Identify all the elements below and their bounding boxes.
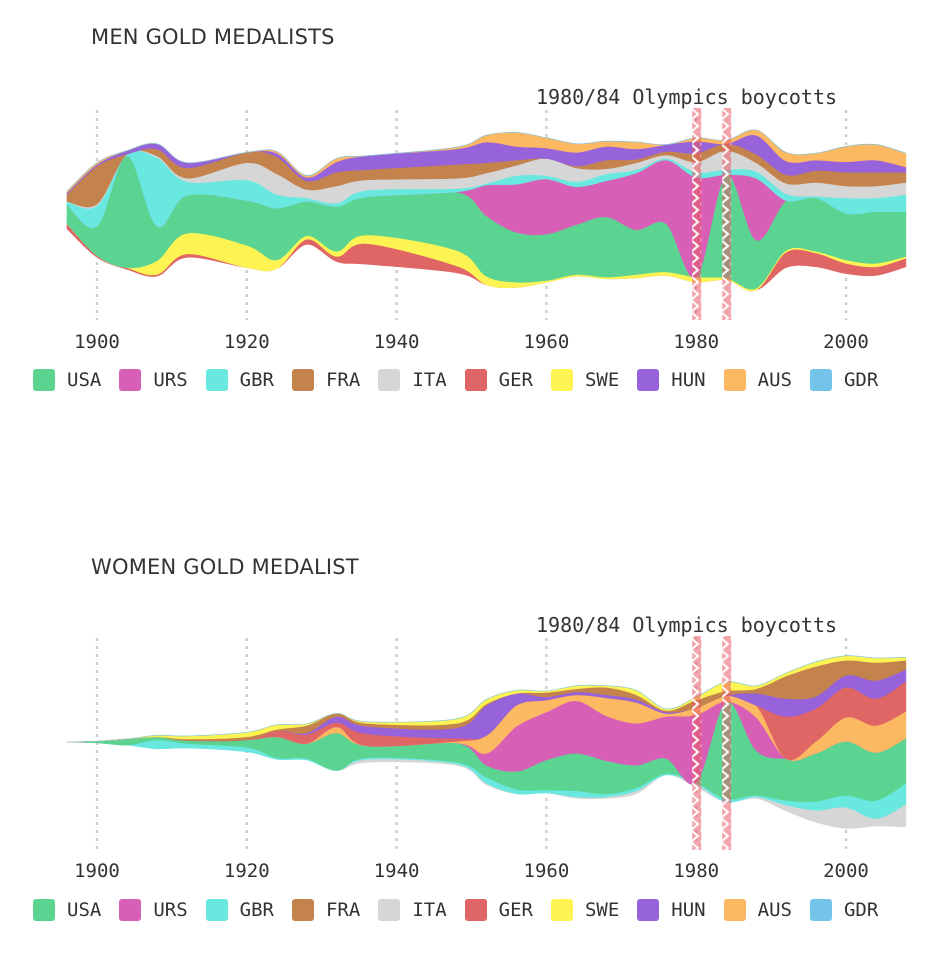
legend-label: USA — [67, 369, 102, 391]
x-tick-label: 1900 — [74, 860, 120, 882]
legend-item-ger[interactable]: GER — [464, 369, 533, 391]
legend-item-swe[interactable]: SWE — [550, 369, 620, 391]
legend-swatch — [119, 899, 142, 921]
boycott-band-1980 — [692, 636, 702, 850]
legend-label: SWE — [584, 899, 620, 921]
stream-layers — [66, 655, 907, 829]
legend-label: FRA — [325, 369, 361, 391]
legend-label: GBR — [239, 899, 274, 921]
legend-label: URS — [153, 899, 188, 921]
legend-item-gbr[interactable]: GBR — [205, 899, 274, 921]
boycott-band-1984 — [722, 636, 732, 850]
legend-label: URS — [153, 369, 188, 391]
legend-swatch — [464, 899, 487, 921]
legend-swatch — [637, 369, 660, 391]
legend-item-swe[interactable]: SWE — [550, 899, 620, 921]
boycott-annotation: 1980/84 Olympics boycotts — [536, 85, 837, 109]
x-tick-label: 1980 — [673, 860, 719, 882]
legend-item-usa[interactable]: USA — [33, 369, 101, 391]
stream-layer-gdr[interactable] — [66, 129, 906, 192]
women-chart-panel: 1980/84 Olympics boycotts 1900 1920 1940 196… — [0, 530, 948, 974]
legend-item-ita[interactable]: ITA — [378, 899, 447, 921]
legend-item-hun[interactable]: HUN — [637, 899, 706, 921]
legend-swatch — [378, 899, 401, 921]
x-tick-label: 1980 — [673, 331, 719, 353]
x-tick-label: 2000 — [823, 860, 869, 882]
x-tick-label: 1940 — [374, 860, 420, 882]
legend-label: GBR — [239, 369, 274, 391]
legend-item-urs[interactable]: URS — [119, 369, 188, 391]
legend-swatch — [205, 899, 228, 921]
legend-item-urs[interactable]: URS — [119, 899, 188, 921]
stream-layers — [66, 129, 907, 292]
legend-label: ITA — [412, 899, 447, 921]
legend-swatch — [464, 369, 487, 391]
men-chart-title: MEN GOLD MEDALISTS — [91, 25, 335, 49]
legend-item-ita[interactable]: ITA — [378, 369, 447, 391]
legend-swatch — [119, 369, 142, 391]
legend-swatch — [291, 369, 314, 391]
legend-swatch — [33, 369, 55, 391]
men-legend: USA URS GBR FRA ITA GER SWE HUN AUS GDR — [33, 369, 896, 391]
legend-label: SWE — [584, 369, 620, 391]
legend-label: GER — [498, 369, 533, 391]
legend-label: GDR — [843, 899, 879, 921]
legend-swatch — [205, 369, 228, 391]
legend-item-gdr[interactable]: GDR — [809, 899, 879, 921]
legend-swatch — [33, 899, 55, 921]
legend-label: HUN — [671, 369, 706, 391]
legend-swatch — [809, 369, 832, 391]
women-legend: USA URS GBR FRA ITA GER SWE HUN AUS GDR — [33, 899, 896, 921]
x-tick-label: 1960 — [524, 331, 570, 353]
legend-label: GER — [498, 899, 533, 921]
legend-item-gdr[interactable]: GDR — [809, 369, 879, 391]
legend-swatch — [378, 369, 401, 391]
legend-item-ger[interactable]: GER — [464, 899, 533, 921]
women-streamgraph: 1980/84 Olympics boycotts 1900 1920 1940 196… — [66, 613, 907, 882]
legend-item-gbr[interactable]: GBR — [205, 369, 274, 391]
legend-swatch — [550, 899, 573, 921]
legend-swatch — [550, 369, 573, 391]
legend-label: ITA — [412, 369, 447, 391]
legend-label: FRA — [325, 899, 361, 921]
x-tick-label: 1920 — [224, 860, 270, 882]
legend-swatch — [809, 899, 832, 921]
legend-label: HUN — [671, 899, 706, 921]
legend-item-hun[interactable]: HUN — [637, 369, 706, 391]
legend-item-fra[interactable]: FRA — [291, 899, 361, 921]
x-tick-label: 1900 — [74, 331, 120, 353]
men-streamgraph: 1980/84 Olympics boycotts 1900 1920 1940 196… — [66, 85, 907, 353]
legend-item-fra[interactable]: FRA — [291, 369, 361, 391]
women-chart-title: WOMEN GOLD MEDALIST — [91, 555, 359, 579]
stream-layer-gdr[interactable] — [66, 655, 906, 743]
boycott-band-1984 — [722, 108, 732, 320]
boycott-band-1980 — [692, 108, 702, 320]
x-tick-label: 1960 — [524, 860, 570, 882]
legend-item-aus[interactable]: AUS — [723, 899, 792, 921]
legend-label: USA — [67, 899, 102, 921]
legend-label: AUS — [757, 369, 792, 391]
legend-label: GDR — [843, 369, 879, 391]
x-tick-label: 1940 — [374, 331, 420, 353]
x-tick-label: 2000 — [823, 331, 869, 353]
legend-swatch — [723, 899, 746, 921]
legend-swatch — [723, 369, 746, 391]
legend-item-usa[interactable]: USA — [33, 899, 101, 921]
x-tick-label: 1920 — [224, 331, 270, 353]
men-chart-panel: 1980/84 Olympics boycotts 1900 1920 1940 196… — [0, 0, 948, 470]
boycott-annotation: 1980/84 Olympics boycotts — [536, 613, 837, 637]
legend-swatch — [291, 899, 314, 921]
legend-swatch — [637, 899, 660, 921]
legend-item-aus[interactable]: AUS — [723, 369, 792, 391]
legend-label: AUS — [757, 899, 792, 921]
